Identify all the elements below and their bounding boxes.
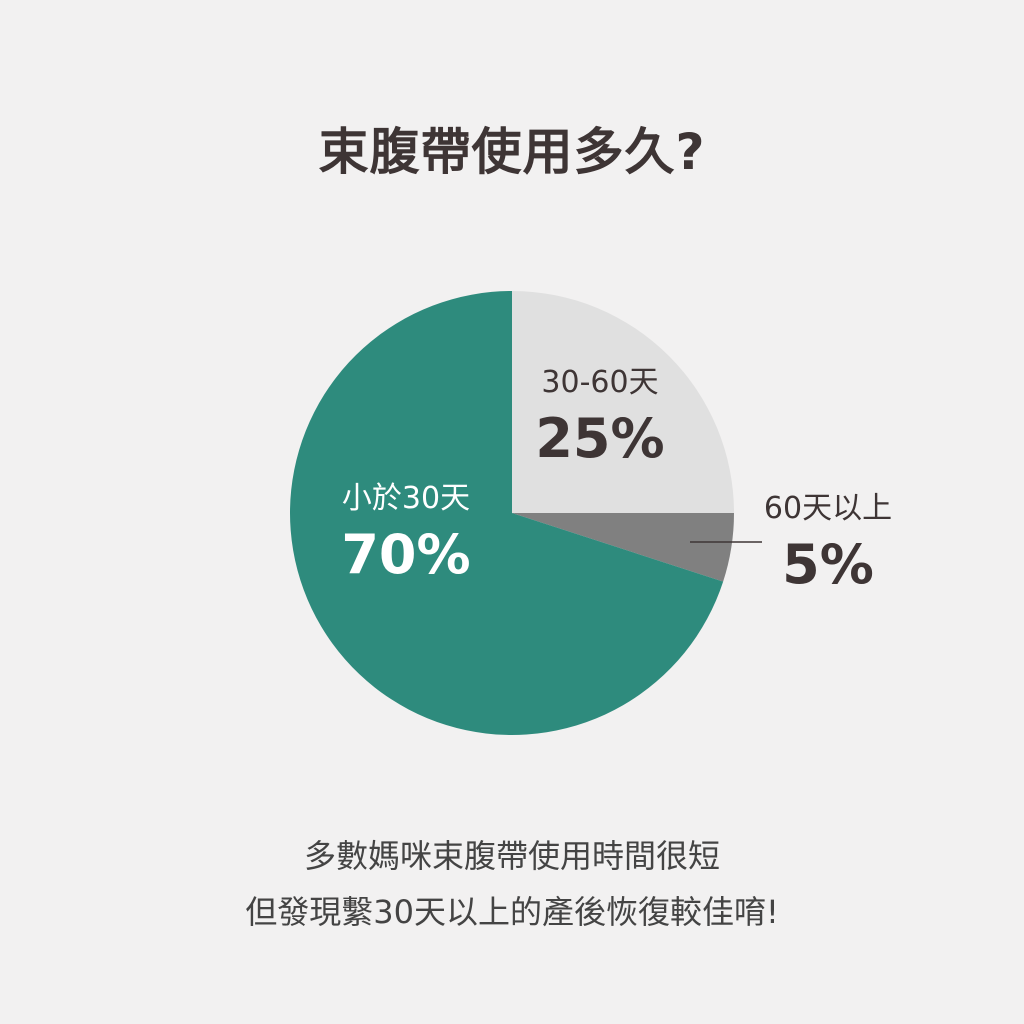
pie-slice-1 [512, 513, 734, 582]
caption-line-1: 多數媽咪束腹帶使用時間很短 [303, 837, 720, 875]
slice-label-under-30: 小於30天 70% [316, 484, 496, 582]
slice-label-60-plus: 60天以上 5% [738, 494, 918, 592]
slice-category: 30-60天 [541, 365, 659, 400]
slice-percent: 70% [341, 523, 471, 586]
slice-category: 小於30天 [341, 481, 471, 516]
slice-percent: 25% [535, 407, 665, 470]
caption: 多數媽咪束腹帶使用時間很短 但發現繫30天以上的產後恢復較佳唷! [0, 828, 1024, 940]
chart-title: 束腹帶使用多久? [318, 123, 706, 181]
pie-slice-0 [512, 291, 734, 513]
pie-slice-2 [290, 291, 724, 736]
slice-category: 60天以上 [763, 491, 893, 526]
caption-line-2: 但發現繫30天以上的產後恢復較佳唷! [245, 893, 779, 931]
slice-label-30-60: 30-60天 25% [510, 368, 690, 466]
slice-percent: 5% [782, 533, 874, 596]
